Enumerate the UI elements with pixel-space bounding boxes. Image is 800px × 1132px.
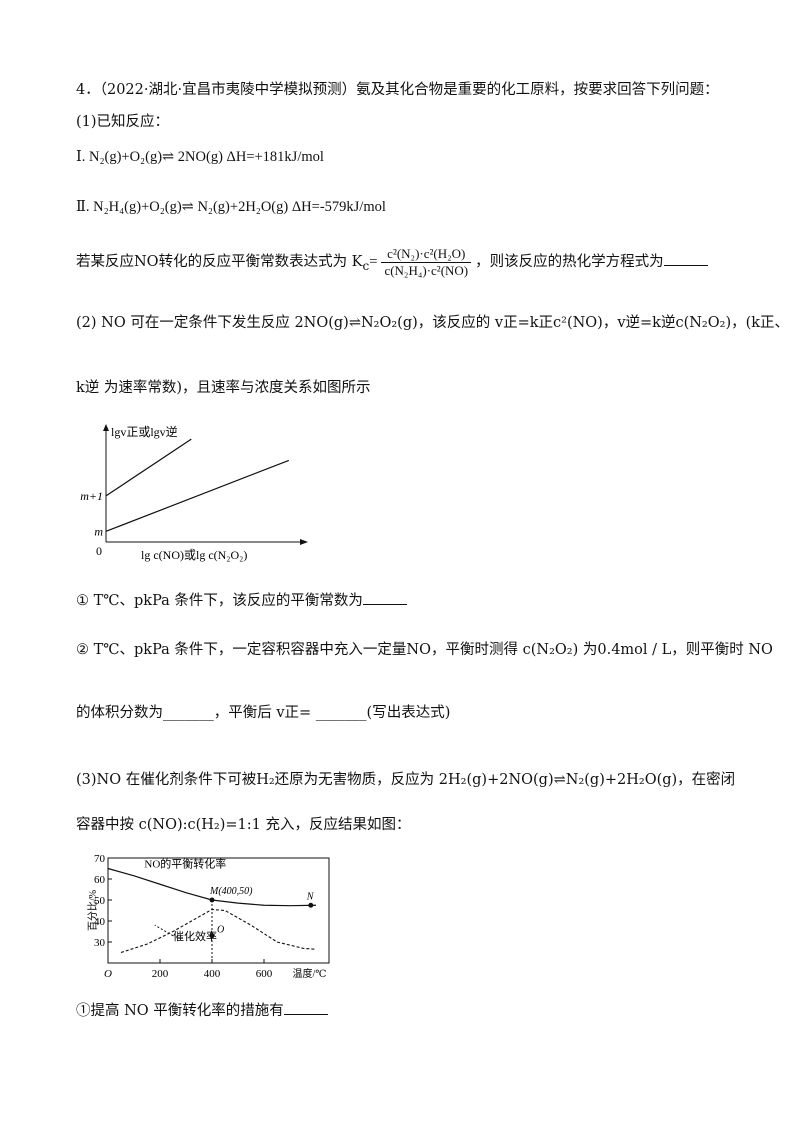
answer-blank-3[interactable] <box>283 1000 328 1015</box>
part1-question-pre: 若某反应NO转化的反应平衡常数表达式为 K <box>76 254 363 270</box>
point-n <box>308 902 314 908</box>
y-tick-label: 60 <box>94 874 106 886</box>
k-subscript: c <box>362 258 370 273</box>
part1-intro: (1)已知反应： <box>76 114 170 130</box>
q3-1-text: ①提高 NO 平衡转化率的措施有 <box>76 1003 284 1019</box>
y-tick-label: 70 <box>94 853 106 865</box>
q3-1: ①提高 NO 平衡转化率的措施有 <box>76 1000 328 1021</box>
y-tick-label: 30 <box>94 937 106 949</box>
y-tick-label: 50 <box>94 895 106 907</box>
x-tick-label: O <box>104 968 112 980</box>
k-fraction: c²(N₂)·c²(H₂O) c(N₂H₄)·c²(NO) <box>381 246 472 279</box>
q2-2-line-2: 的体积分数为_______，平衡后 v正= _______(写出表达式) <box>76 705 451 721</box>
series-line-2 <box>105 459 290 532</box>
rate-concentration-chart: lgv正或lgv逆 lg c(NO)或lg c(N₂O₂) 0 m+1 m <box>80 424 308 562</box>
y-axis-label: 百分比/% <box>87 890 99 931</box>
x-axis-label: 温度/℃ <box>293 967 327 980</box>
q2-1: ① T℃、pkPa 条件下，该反应的平衡常数为 <box>76 590 407 611</box>
series-line-1 <box>105 438 192 497</box>
tick-label-m: m <box>94 524 103 538</box>
part2-line-1: (2) NO 可在一定条件下发生反应 2NO(g)⇌N₂O₂(g)，该反应的 v… <box>76 315 790 331</box>
catalytic-efficiency-curve <box>120 908 317 954</box>
x-tick-label: 400 <box>204 968 221 980</box>
conversion-temperature-chart: 30 40 50 60 70 O 200 400 600 温度/℃ 百分比/% NO的平衡转化率催化效… <box>87 853 330 980</box>
question-title: 4．（2022·湖北·宜昌市夷陵中学模拟预测）氨及其化合物是重要的化工原料，按要… <box>76 82 719 98</box>
k-numerator: c²(N₂)·c²(H₂O) <box>381 246 472 263</box>
series-label-conversion: NO的平衡转化率 <box>144 856 226 870</box>
y-tick-label: 40 <box>94 916 106 928</box>
part2-line-2: k逆 为速率常数)，且速率与浓度关系如图所示 <box>76 380 371 396</box>
y-axis-label: lgv正或lgv逆 <box>111 424 178 439</box>
plot-frame <box>107 857 330 964</box>
point-n-label: N <box>306 891 315 902</box>
origin-label: 0 <box>96 544 102 558</box>
q2-2: ② T℃、pkPa 条件下，一定容积容器中充入一定量NO，平衡时测得 c(N₂O… <box>76 642 773 658</box>
point-m-label: M(400,50) <box>209 886 253 897</box>
q2-1-text: ① T℃、pkPa 条件下，该反应的平衡常数为 <box>76 593 363 609</box>
x-tick-label: 600 <box>256 968 273 980</box>
part1-question-post: ，则该反应的热化学方程式为 <box>475 254 664 270</box>
series-label-efficiency: 催化效率 <box>173 929 217 943</box>
x-axis-arrow <box>300 539 308 545</box>
part3-line-1: (3)NO 在催化剂条件下可被H₂还原为无害物质，反应为 2H₂(g)+2NO(… <box>76 772 736 788</box>
x-tick-label: 200 <box>152 968 169 980</box>
part1-question: 若某反应NO转化的反应平衡常数表达式为 Kc= c²(N₂)·c²(H₂O) c(N… <box>76 244 708 284</box>
efficiency-leader <box>154 924 174 937</box>
reaction-1: Ⅰ. N₂(g)+O₂(g)⇌ 2NO(g) ΔH=+181kJ/mol <box>76 149 324 165</box>
x-axis-label: lg c(NO)或lg c(N₂O₂) <box>141 548 247 562</box>
point-o <box>209 933 215 939</box>
reaction-2: Ⅱ. N₂H₄(g)+O₂(g)⇌ N₂(g)+2H₂O(g) ΔH=-579k… <box>76 199 386 215</box>
answer-blank-1[interactable] <box>663 251 708 266</box>
part3-line-2: 容器中按 c(NO):c(H₂)=1:1 充入，反应结果如图： <box>76 817 411 833</box>
point-o-label: O <box>217 925 224 936</box>
answer-blank-2[interactable] <box>362 590 407 605</box>
y-axis-arrow <box>103 424 109 431</box>
tick-label-m-plus-1: m+1 <box>80 489 103 503</box>
point-m <box>209 897 215 903</box>
k-denominator: c(N₂H₄)·c²(NO) <box>384 262 469 278</box>
